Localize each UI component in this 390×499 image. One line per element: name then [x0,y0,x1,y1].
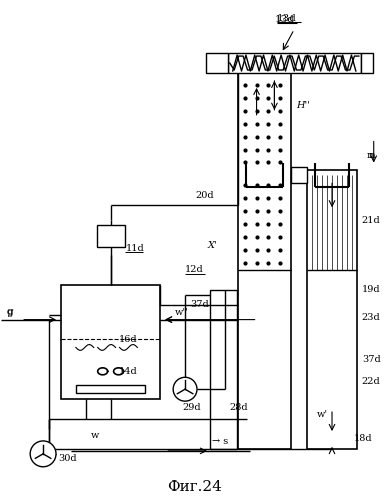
Text: → s: → s [212,438,228,447]
Text: 19d: 19d [362,285,380,294]
Text: n: n [367,151,374,160]
Bar [206,53,228,73]
Text: g: g [6,307,13,316]
Text: 12d: 12d [185,265,204,274]
Text: 37d: 37d [362,355,381,364]
Text: Фиг.24: Фиг.24 [168,480,222,494]
Text: H'': H'' [296,101,310,110]
Text: 13d: 13d [275,15,294,24]
Text: g: g [6,308,13,317]
Bar [307,171,357,449]
Text: M: M [105,232,116,241]
Text: 20d: 20d [195,191,214,200]
Bar [361,53,373,73]
Text: 15d: 15d [119,387,137,396]
Text: X': X' [208,241,218,250]
Bar [61,285,160,399]
Text: 14d: 14d [119,367,137,376]
Text: 16d: 16d [119,335,137,344]
Text: n: n [369,151,376,160]
Bar [291,168,307,183]
Text: 29d: 29d [182,403,201,412]
Circle shape [173,377,197,401]
Text: 37d: 37d [190,300,209,309]
Text: 13d: 13d [277,14,296,23]
Text: w': w' [317,410,328,419]
Bar [228,53,361,73]
Bar [238,73,291,449]
Text: w: w [91,432,99,441]
Text: 30d: 30d [58,454,76,464]
Bar [76,385,145,393]
Text: 23d: 23d [362,313,381,322]
Text: 21d: 21d [362,216,381,225]
Text: 22d: 22d [362,377,381,386]
Text: 11d: 11d [126,244,144,252]
Bar [210,290,237,449]
Text: 28d: 28d [230,403,248,412]
Bar [97,225,124,247]
Circle shape [30,441,56,467]
Text: w'': w'' [175,308,189,317]
Text: 18d: 18d [354,435,372,444]
